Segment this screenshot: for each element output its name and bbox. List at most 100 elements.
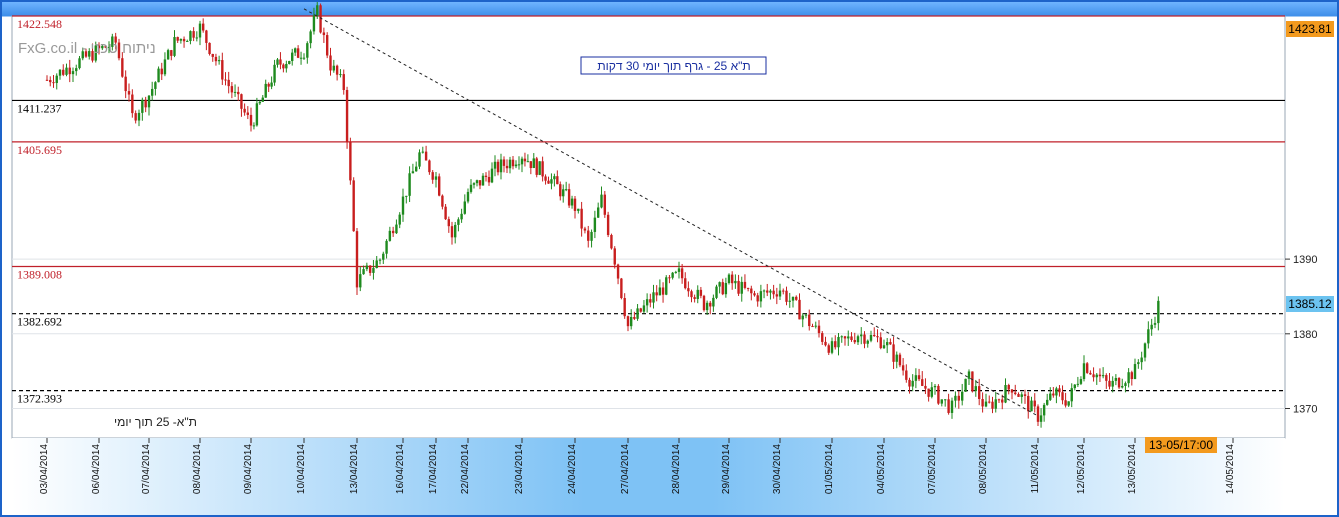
candle-body <box>1036 406 1040 422</box>
candle-body <box>674 271 678 273</box>
candle-body <box>853 340 856 343</box>
candle-body <box>772 290 775 295</box>
candle-body <box>1133 364 1137 380</box>
candle-body <box>1082 363 1086 380</box>
candle-body <box>78 58 81 69</box>
candle-body <box>593 217 597 232</box>
candle-body <box>917 375 921 380</box>
candle-body <box>814 325 817 327</box>
candle-body <box>1079 379 1083 384</box>
candle-body <box>217 60 221 62</box>
candle-body <box>642 305 646 312</box>
candle-body <box>154 82 157 89</box>
candle-body <box>490 168 494 183</box>
candle-body <box>147 95 151 108</box>
candle-body <box>837 336 840 348</box>
candle-body <box>567 189 571 206</box>
candle-body <box>709 302 712 307</box>
candle-body <box>1030 400 1033 412</box>
candle-body <box>252 125 256 127</box>
candle-body <box>52 82 55 84</box>
candle-body <box>150 88 154 96</box>
level-label: 1405.695 <box>17 143 62 157</box>
candle-body <box>293 48 297 53</box>
candle-body <box>600 194 603 208</box>
candle-body <box>431 172 434 180</box>
candle-body <box>104 45 107 48</box>
candle-body <box>240 94 243 109</box>
candle-body <box>1055 388 1058 396</box>
candle-body <box>1014 392 1017 395</box>
x-tick-label: 13/04/2014 <box>349 444 360 494</box>
candle-body <box>385 240 388 254</box>
candle-body <box>302 57 306 59</box>
candle-body <box>428 160 431 173</box>
candle-body <box>655 292 658 296</box>
candle-body <box>127 91 131 95</box>
candle-body <box>478 180 482 186</box>
candle-body <box>1023 394 1027 396</box>
candle-body <box>299 57 303 59</box>
current-price-tag <box>1286 296 1334 312</box>
candle-body <box>808 314 811 327</box>
candle-body <box>1042 404 1046 416</box>
x-tick-label: 08/05/2014 <box>978 444 989 494</box>
candle-body <box>1039 415 1043 422</box>
candle-body <box>526 161 530 163</box>
candle-body <box>144 99 147 108</box>
candle-body <box>550 179 553 184</box>
time-tag <box>1145 437 1217 453</box>
candle-body <box>690 291 693 298</box>
x-tick-label: 24/04/2014 <box>567 444 578 494</box>
candle-body <box>1027 395 1030 412</box>
candle-body <box>573 198 577 211</box>
candle-body <box>411 171 415 174</box>
candle-body <box>957 395 960 401</box>
candle-body <box>834 341 837 348</box>
candle-body <box>860 334 863 337</box>
candle-body <box>1058 388 1061 393</box>
candle-body <box>940 399 943 404</box>
candle-body <box>1076 383 1080 385</box>
candle-body <box>746 287 750 289</box>
candle-body <box>457 219 460 225</box>
candle-body <box>163 59 167 75</box>
candle-body <box>559 184 562 197</box>
level-label: 1389.008 <box>17 268 62 282</box>
candle-body <box>908 379 911 387</box>
candle-body <box>974 386 977 392</box>
candle-body <box>131 94 134 114</box>
candle-body <box>712 297 715 307</box>
candle-body <box>398 214 401 225</box>
candle-body <box>840 336 843 338</box>
candle-body <box>850 336 853 341</box>
candle-body <box>817 325 821 334</box>
candle-body <box>843 336 847 339</box>
candle-body <box>544 176 547 181</box>
candle-body <box>279 59 282 65</box>
candle-body <box>502 159 506 166</box>
candle-body <box>221 60 224 80</box>
candle-body <box>927 388 930 397</box>
candle-body <box>282 64 285 69</box>
candle-body <box>921 379 924 386</box>
x-tick-label: 01/05/2014 <box>824 444 835 494</box>
candle-body <box>49 79 52 83</box>
x-tick-label: 12/05/2014 <box>1076 444 1087 494</box>
candle-body <box>463 201 466 214</box>
x-tick-label: 08/04/2014 <box>192 444 203 494</box>
candle-body <box>1117 378 1121 388</box>
candle-body <box>1098 374 1102 377</box>
candle-body <box>291 52 294 62</box>
candle-body <box>562 189 565 197</box>
plot-area <box>11 15 1286 439</box>
candle-body <box>1020 394 1023 397</box>
candle-body <box>94 45 97 61</box>
candle-body <box>1147 329 1150 344</box>
candle-body <box>930 387 934 397</box>
x-tick-label: 10/04/2014 <box>296 444 307 494</box>
candle-body <box>847 336 850 339</box>
x-tick-label: 04/05/2014 <box>876 444 887 494</box>
candle-body <box>715 286 718 298</box>
x-tick-label: 28/04/2014 <box>671 444 682 494</box>
